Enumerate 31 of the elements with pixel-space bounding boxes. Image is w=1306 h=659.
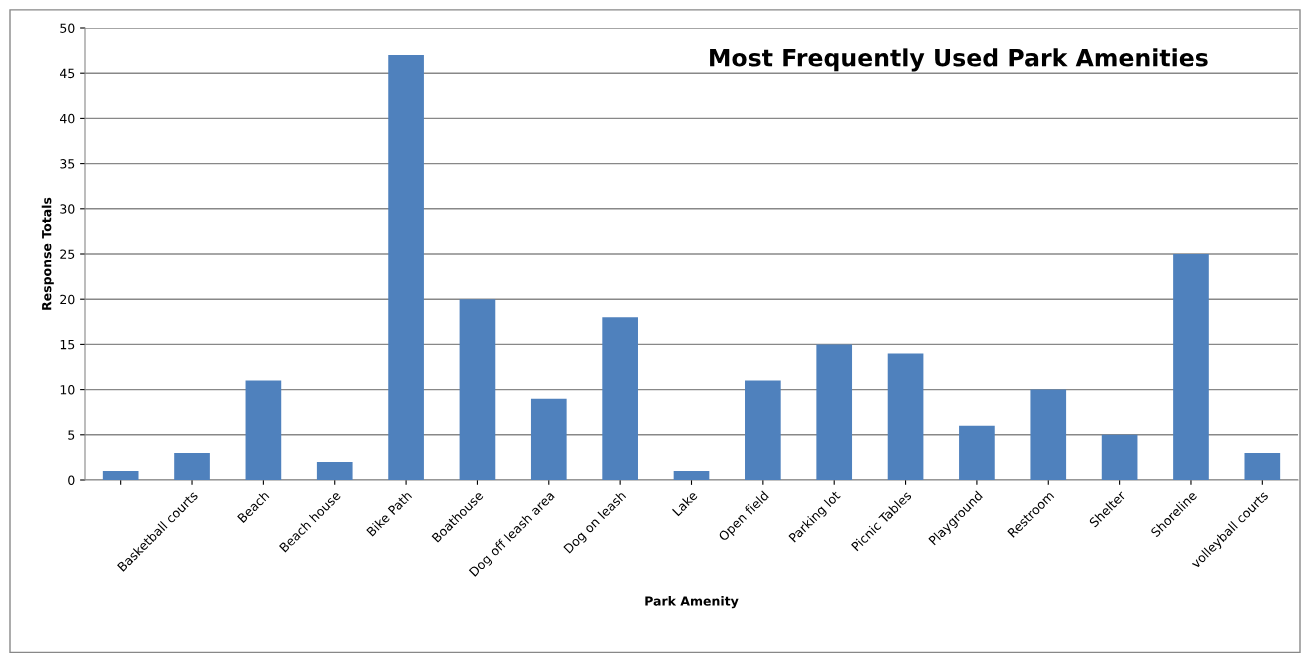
y-tick-label: 5	[68, 430, 75, 440]
bar	[1244, 452, 1281, 480]
bar	[887, 353, 924, 480]
bar	[316, 461, 353, 480]
bar	[602, 317, 638, 480]
bar	[1173, 254, 1209, 480]
y-tick-label: 50	[60, 23, 75, 33]
bar	[530, 398, 567, 480]
y-tick-label: 20	[60, 294, 75, 305]
y-tick-label: 45	[59, 68, 75, 79]
bar	[245, 380, 282, 480]
y-tick-label: 30	[60, 204, 75, 214]
y-tick-label: 40	[59, 113, 75, 124]
bar	[459, 299, 496, 480]
bar	[959, 425, 995, 480]
y-tick-label: 15	[60, 340, 75, 350]
bar	[745, 380, 781, 480]
bar	[388, 55, 424, 480]
bar	[816, 344, 853, 480]
y-tick-label: 25	[60, 249, 75, 259]
x-axis-title: Park Amenity	[645, 596, 739, 609]
bar	[174, 452, 210, 480]
bar	[1030, 389, 1067, 480]
y-tick-label: 35	[60, 159, 75, 169]
bar	[1101, 434, 1138, 480]
bar	[673, 470, 710, 480]
y-axis-title: Response Totals	[41, 197, 54, 310]
y-tick-label: 0	[68, 475, 75, 485]
text: Most Frequently Used Park Amenities	[710, 48, 1208, 72]
y-tick-label: 10	[60, 385, 75, 395]
bar	[102, 470, 139, 480]
